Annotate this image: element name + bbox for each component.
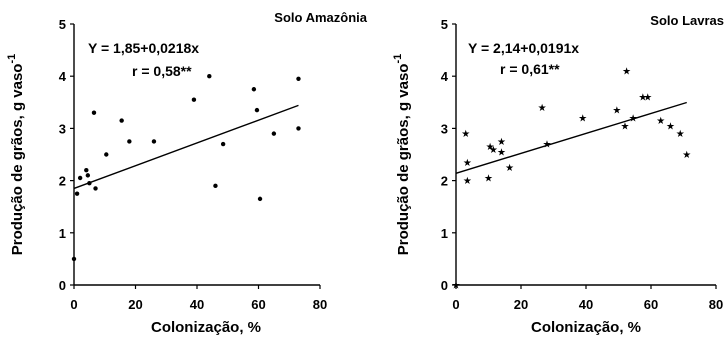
chart-2-point: ★ <box>638 93 647 104</box>
chart-1-y-axis-title: Produção de grãos, g vaso-1 <box>6 54 26 256</box>
chart-1-point <box>151 139 157 144</box>
chart-2-panel-label: Solo Lavras <box>650 13 724 28</box>
chart-2-point: ★ <box>682 150 691 161</box>
chart-1-regression-equation: Y = 1,85+0,0218x <box>88 40 199 56</box>
chart-1-y-tick-label: 2 <box>59 174 66 189</box>
chart-1-y-axis-title-superscript: -1 <box>6 54 18 64</box>
chart-1-point <box>213 183 218 189</box>
chart-2-y-tick-label: 3 <box>441 121 448 136</box>
chart-2-point: ★ <box>666 121 675 132</box>
chart-2-point: ★ <box>656 116 665 127</box>
chart-2-point: ★ <box>543 140 552 151</box>
chart-1-x-tick-label: 40 <box>190 297 204 312</box>
chart-1-regression-line <box>73 104 299 190</box>
chart-2-point: ★ <box>676 129 685 140</box>
chart-1-y-tick-label: 5 <box>59 17 66 32</box>
chart-1-x-tick-label: 20 <box>128 297 142 312</box>
chart-2-point: ★ <box>643 93 652 104</box>
chart-1-x-tick-label: 60 <box>251 297 265 312</box>
chart-2-regression-equation: Y = 2,14+0,0191x <box>468 40 579 56</box>
chart-1-point <box>127 139 132 144</box>
chart-2-point: ★ <box>463 176 472 187</box>
chart-2-y-tick-label: 4 <box>441 69 449 84</box>
chart-2-y-axis-title-main: Produção de grãos, g vaso <box>395 64 412 256</box>
chart-1-point <box>220 141 226 147</box>
chart-2-point: ★ <box>461 129 470 140</box>
chart-2-point: ★ <box>463 158 472 169</box>
chart-2-regression-line <box>455 101 687 174</box>
chart-2-correlation-label: r = 0,61** <box>500 61 560 77</box>
chart-2-y-axis-title-superscript: -1 <box>392 54 404 64</box>
chart-1-point <box>85 173 91 178</box>
chart-2-y-tick-label: 1 <box>441 226 448 241</box>
chart-1-y-tick-label: 1 <box>59 226 66 241</box>
chart-2-point: ★ <box>486 142 495 153</box>
chart-1-point <box>77 175 83 181</box>
chart-2-point: ★ <box>505 163 514 174</box>
chart-1-point <box>191 97 197 102</box>
chart-1-y-tick-label: 3 <box>59 121 66 136</box>
chart-2-y-tick-label: 2 <box>441 174 448 189</box>
chart-1-x-tick-label: 80 <box>313 297 327 312</box>
chart-2-point: ★ <box>621 121 630 132</box>
chart-2-point: ★ <box>578 113 587 124</box>
chart-1-x-axis-title: Colonização, % <box>151 319 261 336</box>
chart-1-correlation-label: r = 0,58** <box>132 63 192 79</box>
chart-1-panel: 0 1 2 3 4 5 0 20 40 60 80 Colonização, % Produção de… <box>6 10 368 336</box>
chart-2-point: ★ <box>629 113 638 124</box>
chart-1-point <box>296 76 301 82</box>
chart-1-y-tick-label: 0 <box>59 278 66 293</box>
chart-2-panel: 0 1 2 3 4 5 0 20 40 60 80 Colonização, % Produção de… <box>392 13 724 336</box>
chart-1-point <box>119 118 124 123</box>
chart-1-y-tick-label: 4 <box>59 69 67 84</box>
chart-1-point <box>251 87 257 92</box>
chart-2-x-tick-label: 0 <box>452 297 459 312</box>
chart-2-x-tick-label: 60 <box>644 297 658 312</box>
chart-2-x-tick-label: 40 <box>579 297 593 312</box>
chart-1-point <box>74 191 80 196</box>
chart-1-point <box>257 196 263 202</box>
chart-2-y-tick-label: 5 <box>441 17 448 32</box>
chart-2-point: ★ <box>489 145 498 156</box>
chart-1-point <box>207 74 212 79</box>
chart-1-panel-label: Solo Amazônia <box>274 10 367 25</box>
chart-2-point: ★ <box>622 66 631 77</box>
chart-2-x-tick-label: 80 <box>709 297 723 312</box>
chart-1-point <box>71 256 77 262</box>
chart-2-point: ★ <box>484 173 493 184</box>
chart-2-point: ★ <box>612 106 621 117</box>
chart-2-y-tick-label: 0 <box>441 278 448 293</box>
chart-2-x-axis-title: Colonização, % <box>531 319 641 336</box>
chart-2-x-tick-label: 20 <box>514 297 528 312</box>
chart-1-point <box>271 131 277 136</box>
chart-1-point <box>87 181 92 186</box>
chart-2-point: ★ <box>497 137 506 148</box>
chart-2-point: ★ <box>538 103 547 114</box>
chart-2-point: ★ <box>452 281 461 292</box>
chart-1-point <box>93 186 98 191</box>
chart-1-point <box>296 126 301 131</box>
chart-1-point <box>254 107 260 113</box>
chart-1-point <box>104 152 109 157</box>
chart-2-point: ★ <box>497 147 506 158</box>
chart-1-y-axis-title-main: Produção de grãos, g vaso <box>9 64 26 256</box>
chart-1-point <box>84 167 89 173</box>
chart-1-point <box>91 110 97 115</box>
chart-1-x-tick-label: 0 <box>70 297 77 312</box>
chart-2-y-axis-title: Produção de grãos, g vaso-1 <box>392 54 412 256</box>
